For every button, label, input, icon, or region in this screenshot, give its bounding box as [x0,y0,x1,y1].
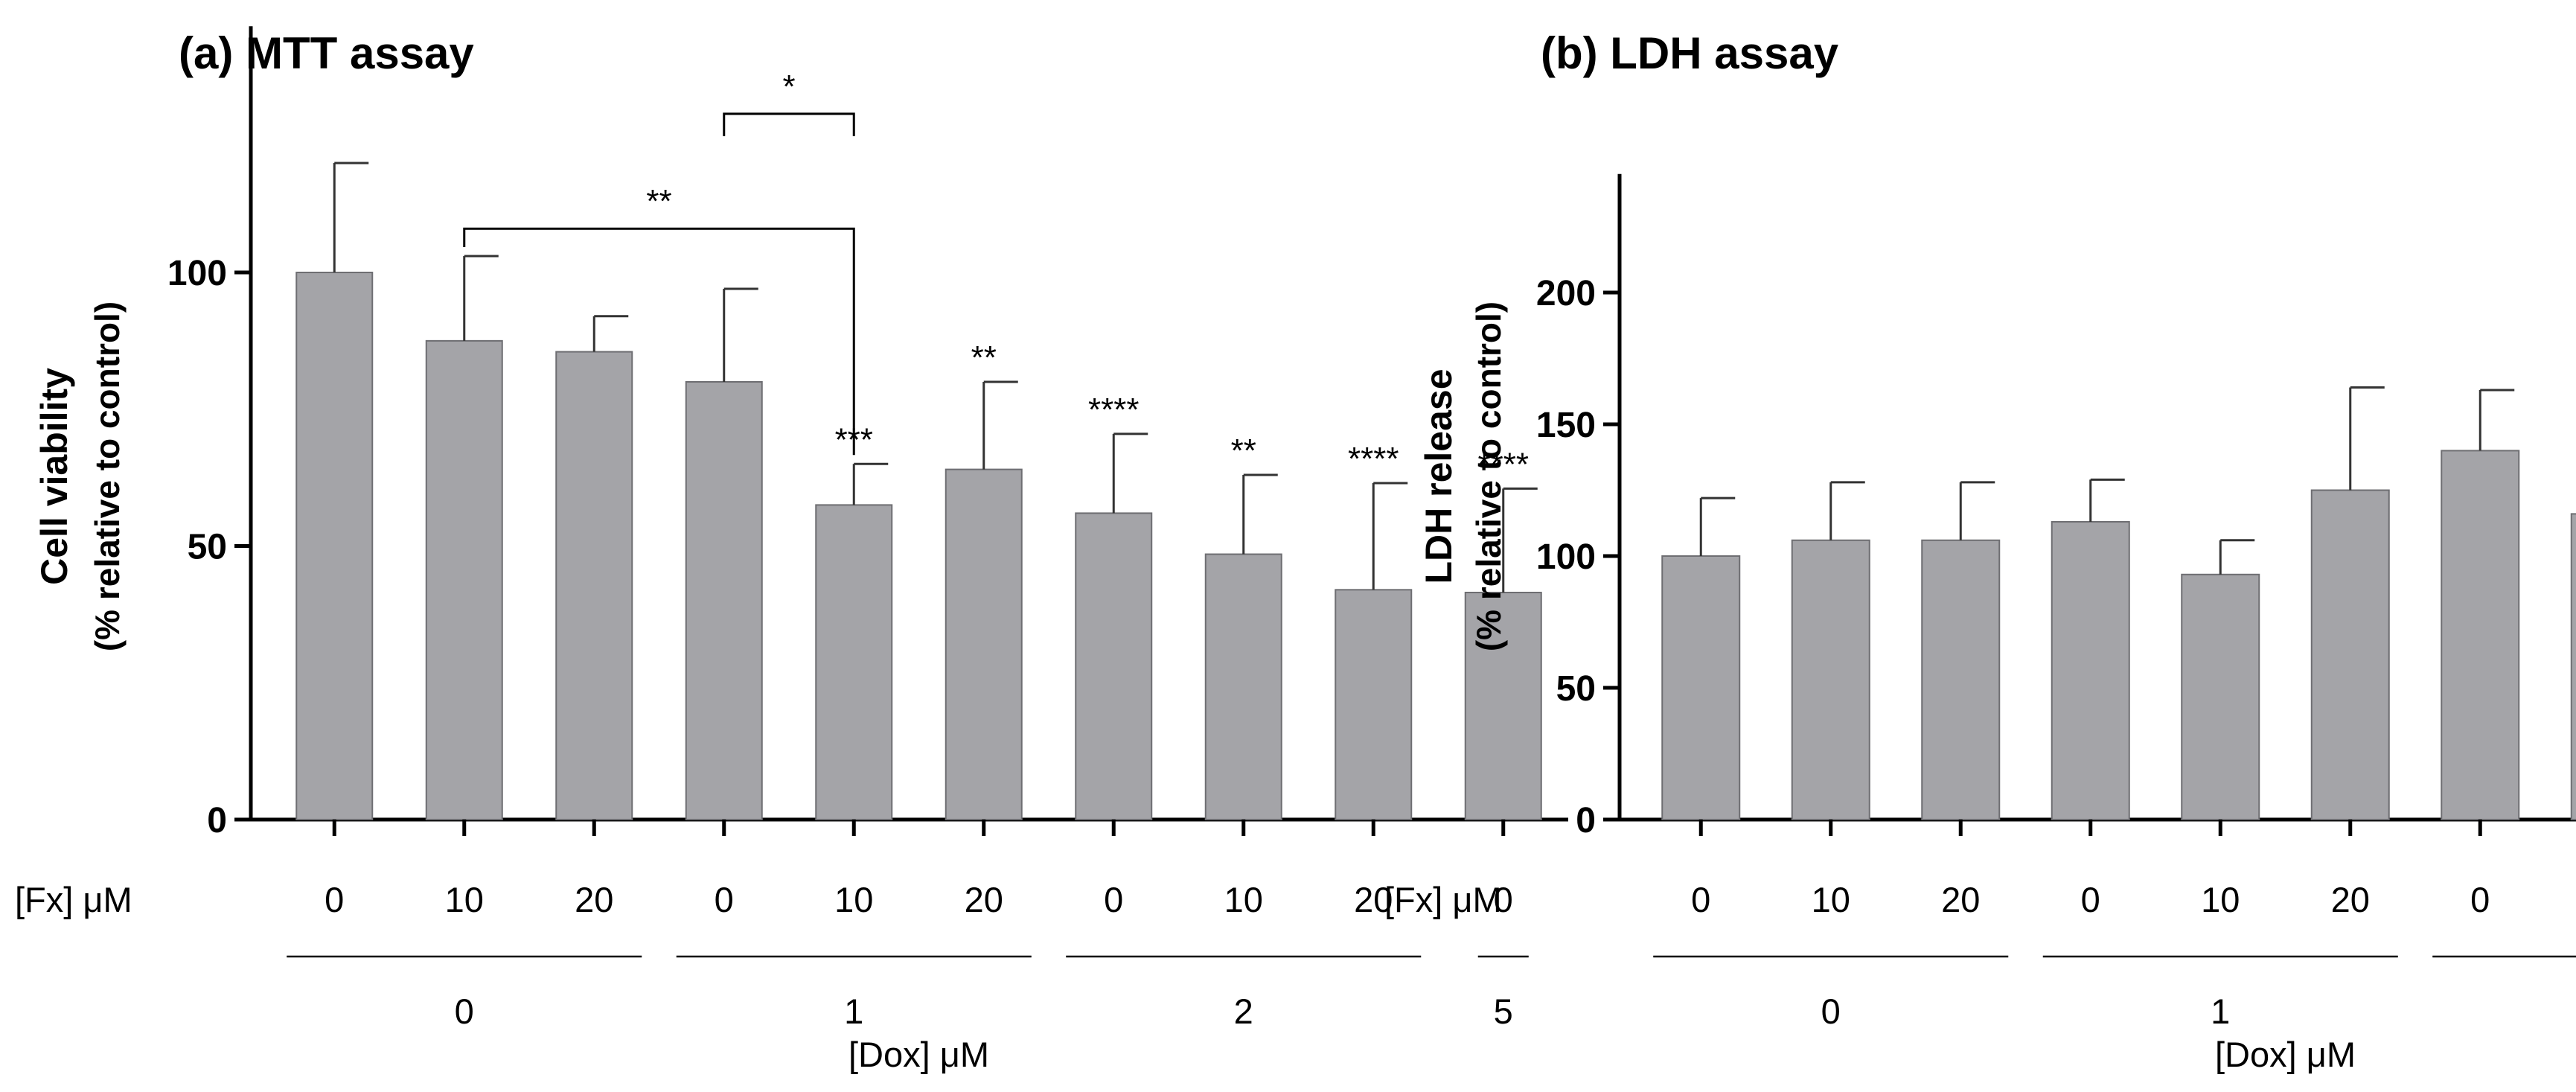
y-tick-label: 150 [1536,406,1596,445]
dox-group-label: 2 [1234,992,1253,1031]
x-tick-label: 0 [715,880,734,919]
bar [1075,512,1153,821]
x-tick-label: 20 [1941,880,1980,919]
y-tick-label: 200 [1536,274,1596,313]
significance-stars: ** [1231,432,1256,469]
dox-axis-label: [Dox] μM [848,1035,989,1074]
dox-group-label: 1 [2211,992,2230,1031]
bar [425,339,503,820]
fx-row-label: [Fx] μM [1384,880,1502,919]
y-tick-label: 100 [1536,537,1596,577]
x-tick-label: 20 [1354,880,1393,919]
y-axis-sublabel: (% relative to control) [88,301,127,651]
y-tick-label: 0 [1576,801,1596,840]
bar [685,381,763,820]
bar [815,504,893,820]
x-tick-label: 10 [834,880,873,919]
x-tick-label: 20 [965,880,1003,919]
x-tick-label: 10 [445,880,484,919]
bar [2051,520,2130,820]
y-axis-label: Cell viability [33,368,75,585]
x-tick-label: 10 [2201,880,2240,919]
bar [1204,553,1282,821]
comparison-stars: * [782,68,795,105]
bar [555,351,633,820]
x-tick-label: 20 [575,880,613,919]
x-tick-label: 0 [1104,880,1123,919]
bar [2570,513,2576,820]
bar [2310,489,2390,820]
bar [295,272,374,820]
dox-axis-label: [Dox] μM [2215,1035,2356,1074]
fx-row-label: [Fx] μM [15,880,132,919]
bar [945,468,1023,820]
chart-title: (b) LDH assay [1541,28,1839,78]
x-tick-label: 10 [1224,880,1263,919]
significance-stars: **** [1088,392,1140,428]
comparison-bracket [723,112,855,136]
bar [1464,591,1542,820]
significance-stars: ** [971,339,997,376]
x-tick-label: 0 [1691,880,1710,919]
bar [1921,539,2001,820]
y-axis-sublabel: (% relative to control) [1469,301,1508,651]
y-tick-label: 100 [167,254,227,293]
bar [1791,539,1870,820]
dox-group-label: 5 [1494,992,1513,1031]
dox-group-label: 0 [455,992,474,1031]
y-tick-label: 0 [207,801,227,840]
x-tick-label: 10 [1812,880,1850,919]
x-tick-label: 0 [325,880,344,919]
x-tick-label: 20 [2331,880,2370,919]
significance-stars: **** [1478,446,1530,482]
y-tick-label: 50 [1556,669,1596,709]
chart-title: (a) MTT assay [179,28,474,78]
bar [1661,555,1741,820]
bar [2181,573,2260,821]
dox-group-label: 0 [1821,992,1841,1031]
dox-group-label: 1 [844,992,863,1031]
bar [2441,450,2520,821]
bar [1335,589,1413,820]
significance-stars: **** [1348,441,1399,477]
comparison-bracket [463,227,855,456]
x-tick-label: 0 [1494,880,1513,919]
x-tick-label: 0 [2081,880,2100,919]
y-axis-label: LDH release [1418,368,1460,584]
x-tick-label: 0 [2470,880,2490,919]
y-tick-label: 50 [188,528,227,567]
comparison-stars: ** [646,183,671,220]
